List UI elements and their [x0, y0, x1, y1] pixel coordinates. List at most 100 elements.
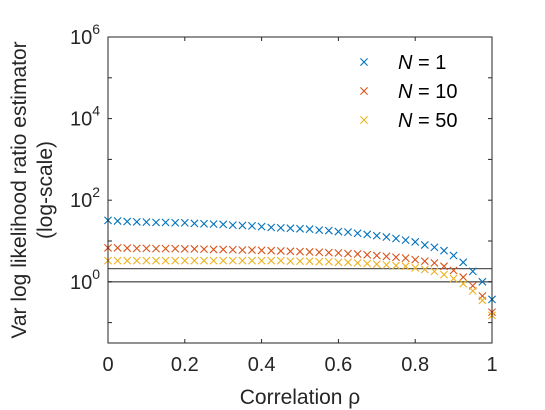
data-point [353, 258, 362, 267]
data-point [363, 259, 372, 268]
data-point [468, 267, 477, 276]
data-point [459, 258, 468, 267]
data-point [353, 229, 362, 238]
data-point [372, 260, 381, 269]
data-point [257, 246, 266, 255]
data-point [219, 245, 228, 254]
data-point [171, 218, 180, 227]
data-point [228, 256, 237, 265]
legend-entry: N = 50 [398, 110, 458, 132]
x-axis-label: Correlation ρ [240, 386, 361, 409]
series-1 [104, 216, 496, 304]
data-point [190, 256, 199, 265]
data-point [411, 263, 420, 272]
data-point [315, 257, 324, 266]
y-tick-label: 100 [70, 266, 100, 294]
data-point [401, 236, 410, 245]
data-point [228, 245, 237, 254]
x-tick-label: 1 [486, 354, 497, 376]
data-point [344, 258, 352, 267]
data-point [449, 266, 458, 275]
data-point [430, 258, 439, 267]
data-point [324, 226, 333, 235]
data-point [459, 279, 468, 288]
data-point [219, 220, 228, 229]
data-point [152, 218, 160, 227]
x-tick-label: 0.2 [171, 354, 199, 376]
plot-area [108, 37, 492, 343]
data-point [161, 218, 170, 227]
data-point [190, 244, 199, 253]
data-point [142, 218, 151, 227]
data-point [123, 217, 132, 226]
data-point [344, 228, 352, 237]
data-point [420, 265, 429, 274]
data-point [180, 244, 189, 253]
data-point [372, 251, 381, 260]
data-point [401, 254, 410, 263]
data-point [344, 249, 352, 258]
legend-entry: N = 10 [398, 81, 458, 103]
legend-marker [360, 116, 368, 124]
data-point [411, 237, 420, 246]
data-point [123, 256, 132, 265]
data-point [296, 257, 304, 266]
data-point [430, 267, 439, 276]
data-point [440, 270, 448, 279]
legend: N = 1 N = 10 N = 50 [360, 52, 458, 132]
data-point [286, 224, 295, 233]
data-point [238, 246, 247, 255]
data-point [209, 220, 218, 229]
y-tick-label: 106 [70, 21, 100, 49]
data-point [315, 248, 324, 257]
data-point [440, 262, 448, 271]
data-point [324, 248, 333, 257]
data-point [180, 256, 189, 265]
plot-frame [107, 36, 493, 344]
data-point [411, 255, 420, 264]
data-point [200, 245, 208, 254]
data-point [334, 258, 343, 267]
data-point [123, 244, 132, 253]
data-point [132, 217, 141, 226]
data-point [171, 256, 180, 265]
data-point [305, 257, 314, 266]
x-tick-label: 0.8 [401, 354, 429, 376]
y-axis-label-line2: (log-scale) [34, 141, 57, 239]
data-point [401, 262, 410, 271]
data-point [305, 225, 314, 234]
series-2 [104, 243, 496, 317]
data-point [200, 256, 208, 265]
y-axis-ticks: 100 102 104 106 [70, 21, 492, 324]
data-point [248, 221, 256, 230]
y-tick-label: 104 [70, 103, 100, 131]
data-point [276, 223, 285, 232]
x-tick-label: 0.6 [324, 354, 352, 376]
data-point [382, 252, 391, 261]
data-point [200, 219, 208, 228]
data-point [420, 257, 429, 266]
data-point [468, 286, 477, 295]
data-point [420, 240, 429, 249]
data-point [171, 244, 180, 253]
data-point [440, 246, 448, 255]
legend-entry: N = 1 [398, 52, 446, 74]
x-tick-label: 0.4 [248, 354, 276, 376]
data-markers [104, 216, 496, 320]
data-point [161, 244, 170, 253]
data-point [142, 256, 151, 265]
data-point [334, 227, 343, 236]
y-tick-label: 102 [70, 184, 100, 212]
data-point [296, 247, 304, 256]
data-point [382, 260, 391, 269]
data-point [267, 256, 276, 265]
data-point [257, 222, 266, 231]
x-tick-label: 0 [102, 354, 113, 376]
data-point [478, 277, 487, 286]
data-point [392, 261, 400, 270]
data-point [180, 218, 189, 227]
data-point [113, 256, 122, 265]
data-point [392, 253, 400, 262]
data-point [238, 221, 247, 230]
x-axis-ticks: 0 0.2 0.4 0.6 0.8 1 [102, 37, 498, 376]
